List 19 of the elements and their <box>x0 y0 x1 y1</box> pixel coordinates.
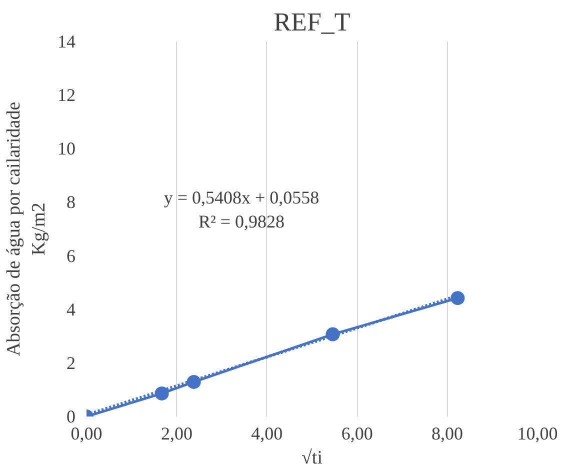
y-tick-label: 2 <box>66 352 76 373</box>
y-axis-title: Absorção de água por cailaridade Kg/m2 <box>3 102 50 356</box>
x-tick-label: 6,00 <box>341 424 373 444</box>
x-tick-label: 8,00 <box>432 424 464 444</box>
y-tick-label: 6 <box>66 246 76 266</box>
chart-title: REF_T <box>274 8 350 36</box>
annotation: y = 0,5408x + 0,0558 R² = 0,9828 <box>164 188 320 232</box>
y-tick-label: 0 <box>66 406 76 426</box>
x-tick-label: 10,00 <box>517 424 558 444</box>
y-tick-label: 12 <box>58 85 76 106</box>
y-tick-label: 14 <box>58 32 76 52</box>
y-tick-label: 8 <box>66 192 76 212</box>
x-tick-label: 4,00 <box>251 424 283 444</box>
x-tick-label: 2,00 <box>160 424 192 444</box>
y-tick-label: 10 <box>58 138 76 159</box>
x-tick-label: 0,00 <box>70 424 102 444</box>
x-axis-title: √ti <box>302 448 323 468</box>
point <box>450 291 465 306</box>
y-tick-label: 4 <box>66 299 76 320</box>
